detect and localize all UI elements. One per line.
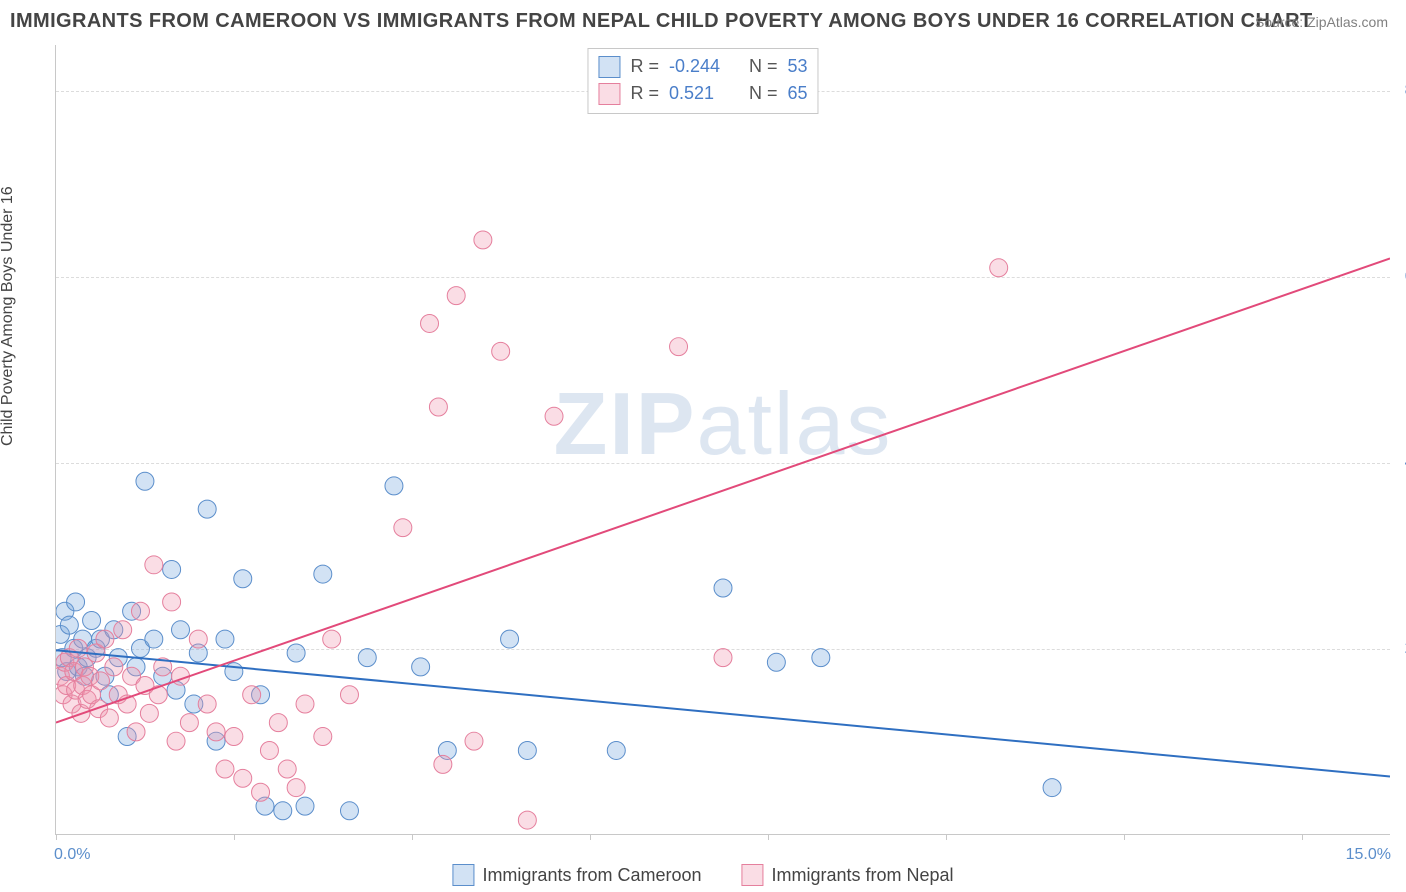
cameroon-swatch-icon	[452, 864, 474, 886]
x-minor-tick	[768, 834, 769, 840]
x-minor-tick	[1124, 834, 1125, 840]
source-label: Source:	[1255, 14, 1307, 30]
chart-container: IMMIGRANTS FROM CAMEROON VS IMMIGRANTS F…	[0, 0, 1406, 892]
y-tick-label: 20.0%	[1395, 640, 1406, 658]
y-axis-label: Child Poverty Among Boys Under 16	[0, 186, 17, 446]
trend-lines-layer	[56, 45, 1390, 834]
x-tick-label: 15.0%	[1346, 846, 1391, 864]
legend-label: Immigrants from Cameroon	[482, 865, 701, 886]
cameroon-trend-line	[56, 650, 1390, 776]
y-tick-label: 40.0%	[1395, 454, 1406, 472]
legend-item-cameroon: Immigrants from Cameroon	[452, 864, 701, 886]
source-attribution: Source: ZipAtlas.com	[1255, 14, 1388, 30]
chart-title: IMMIGRANTS FROM CAMEROON VS IMMIGRANTS F…	[10, 10, 1313, 33]
correlation-row-cameroon: R = -0.244 N = 53	[598, 53, 807, 80]
plot-area: ZIPatlas 20.0%40.0%60.0%80.0%0.0%15.0%	[55, 45, 1390, 835]
correlation-legend: R = -0.244 N = 53R = 0.521 N = 65	[587, 48, 818, 114]
nepal-swatch-icon	[598, 83, 620, 105]
r-value: -0.244	[669, 53, 729, 80]
x-minor-tick	[412, 834, 413, 840]
r-label: R =	[630, 53, 659, 80]
y-tick-label: 60.0%	[1395, 268, 1406, 286]
x-minor-tick	[234, 834, 235, 840]
n-value: 65	[788, 80, 808, 107]
x-minor-tick	[946, 834, 947, 840]
x-tick-label: 0.0%	[54, 846, 90, 864]
x-minor-tick	[1302, 834, 1303, 840]
r-value: 0.521	[669, 80, 729, 107]
x-minor-tick	[56, 834, 57, 840]
legend-item-nepal: Immigrants from Nepal	[742, 864, 954, 886]
series-legend: Immigrants from Cameroon Immigrants from …	[452, 864, 953, 886]
y-tick-label: 80.0%	[1395, 82, 1406, 100]
source-value: ZipAtlas.com	[1307, 14, 1388, 30]
n-value: 53	[788, 53, 808, 80]
n-label: N =	[739, 53, 778, 80]
x-minor-tick	[590, 834, 591, 840]
cameroon-swatch-icon	[598, 56, 620, 78]
nepal-trend-line	[56, 258, 1390, 722]
correlation-row-nepal: R = 0.521 N = 65	[598, 80, 807, 107]
nepal-swatch-icon	[742, 864, 764, 886]
r-label: R =	[630, 80, 659, 107]
n-label: N =	[739, 80, 778, 107]
legend-label: Immigrants from Nepal	[772, 865, 954, 886]
